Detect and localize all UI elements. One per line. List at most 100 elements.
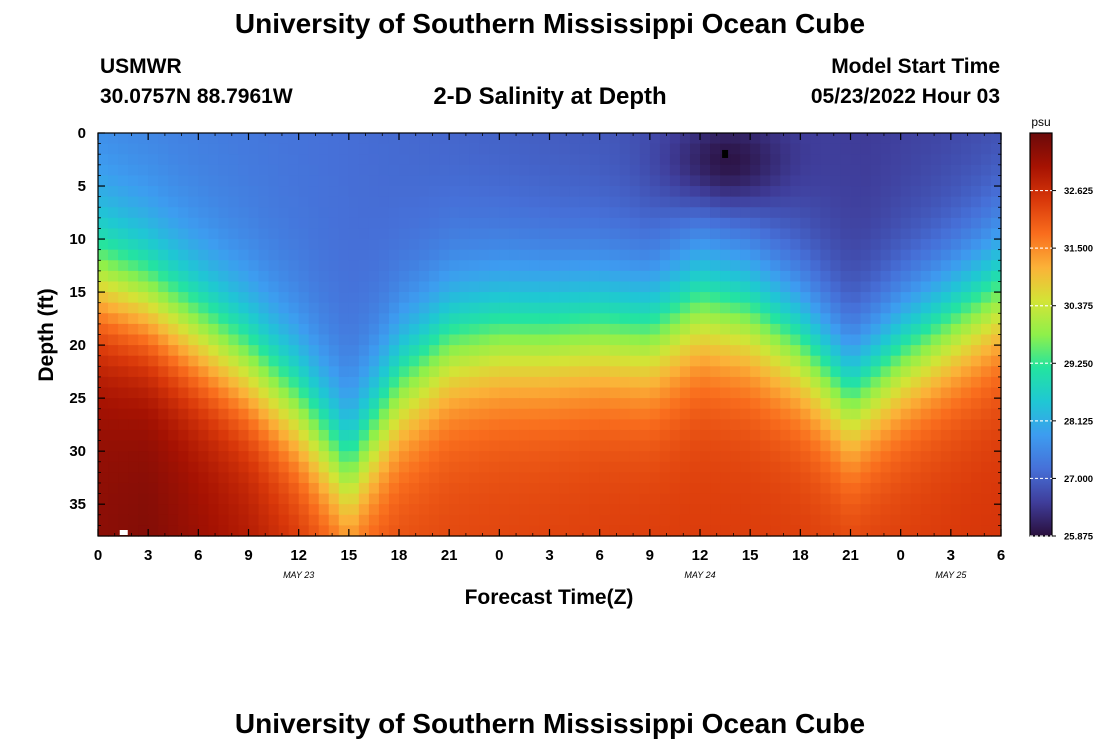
heatmap-cell — [368, 461, 380, 473]
heatmap-cell — [419, 228, 430, 240]
heatmap-cell — [439, 175, 450, 187]
heatmap-cell — [348, 376, 360, 389]
heatmap-cell — [890, 302, 902, 314]
heatmap-cell — [890, 260, 902, 272]
heatmap-cell — [730, 398, 741, 410]
heatmap-cell — [639, 355, 651, 367]
heatmap-cell — [940, 175, 952, 187]
heatmap-cell — [318, 504, 330, 516]
heatmap-cell — [188, 493, 199, 505]
heatmap-cell — [579, 260, 591, 272]
heatmap-cell — [268, 334, 280, 346]
heatmap-cell — [750, 398, 761, 410]
heatmap-cell — [469, 525, 480, 537]
heatmap-cell — [499, 228, 510, 240]
heatmap-cell — [419, 164, 430, 177]
heatmap-cell — [178, 228, 189, 240]
heatmap-cell — [358, 228, 370, 240]
heatmap-cell — [750, 461, 761, 473]
heatmap-cell — [238, 249, 250, 261]
heatmap-cell — [549, 482, 561, 495]
heatmap-cell — [228, 133, 240, 145]
heatmap-cell — [800, 175, 811, 187]
heatmap-cell — [619, 429, 631, 442]
heatmap-cell — [559, 461, 571, 473]
heatmap-cell — [298, 164, 310, 177]
heatmap-cell — [639, 281, 651, 293]
heatmap-cell — [388, 239, 400, 251]
heatmap-cell — [228, 292, 240, 304]
heatmap-cell — [880, 164, 892, 177]
heatmap-cell — [399, 472, 410, 484]
heatmap-cell — [730, 228, 741, 240]
heatmap-cell — [148, 302, 159, 314]
heatmap-cell — [529, 493, 541, 505]
heatmap-cell — [338, 355, 350, 367]
heatmap-cell — [589, 143, 601, 155]
heatmap-cell — [368, 175, 380, 187]
heatmap-cell — [138, 175, 149, 187]
heatmap-cell — [679, 419, 691, 431]
heatmap-cell — [198, 345, 209, 357]
heatmap-cell — [138, 133, 149, 145]
heatmap-cell — [669, 472, 681, 484]
heatmap-cell — [720, 461, 731, 473]
heatmap-cell — [248, 239, 260, 251]
heatmap-cell — [549, 408, 561, 420]
heatmap-cell — [248, 451, 260, 463]
heatmap-cell — [409, 451, 420, 463]
heatmap-cell — [248, 376, 260, 389]
heatmap-cell — [750, 217, 761, 230]
y-tick-label: 25 — [69, 390, 86, 407]
heatmap-cell — [569, 493, 581, 505]
heatmap-cell — [288, 281, 300, 293]
heatmap-cell — [950, 366, 962, 378]
heatmap-cell — [970, 323, 982, 336]
heatmap-cell — [409, 419, 420, 431]
heatmap-cell — [870, 217, 882, 230]
heatmap-cell — [790, 366, 801, 378]
heatmap-cell — [950, 164, 962, 177]
heatmap-cell — [689, 376, 701, 389]
heatmap-cell — [639, 334, 651, 346]
heatmap-cell — [118, 408, 129, 420]
heatmap-cell — [499, 207, 510, 219]
heatmap-cell — [639, 186, 651, 198]
heatmap-cell — [459, 419, 470, 431]
heatmap-cell — [218, 175, 230, 187]
heatmap-cell — [569, 429, 581, 442]
heatmap-cell — [800, 451, 811, 463]
heatmap-cell — [730, 313, 741, 325]
heatmap-cell — [850, 239, 862, 251]
heatmap-cell — [910, 186, 922, 198]
heatmap-cell — [760, 154, 771, 166]
heatmap-cell — [509, 482, 520, 495]
heatmap-cell — [128, 175, 139, 187]
heatmap-cell — [388, 419, 400, 431]
heatmap-cell — [479, 313, 490, 325]
heatmap-cell — [850, 461, 862, 473]
heatmap-cell — [98, 514, 109, 526]
heatmap-cell — [128, 461, 139, 473]
heatmap-cell — [348, 239, 360, 251]
heatmap-cell — [529, 239, 541, 251]
heatmap-cell — [609, 451, 621, 463]
heatmap-cell — [599, 334, 611, 346]
heatmap-cell — [850, 419, 862, 431]
heatmap-cell — [158, 482, 169, 495]
heatmap-cell — [579, 186, 591, 198]
heatmap-cell — [238, 451, 250, 463]
heatmap-cell — [629, 334, 641, 346]
heatmap-cell — [178, 387, 189, 399]
heatmap-cell — [820, 217, 832, 230]
heatmap-cell — [689, 281, 701, 293]
heatmap-cell — [860, 387, 872, 399]
heatmap-cell — [218, 482, 230, 495]
heatmap-cell — [890, 313, 902, 325]
heatmap-cell — [138, 429, 149, 442]
heatmap-cell — [489, 270, 500, 283]
heatmap-cell — [308, 313, 320, 325]
heatmap-cell — [790, 482, 801, 495]
heatmap-cell — [198, 461, 209, 473]
heatmap-cell — [439, 281, 450, 293]
